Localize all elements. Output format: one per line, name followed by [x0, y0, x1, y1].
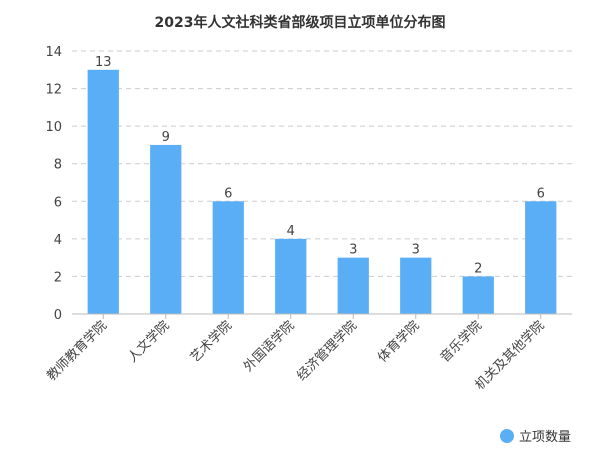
data-label: 6	[224, 186, 232, 201]
bar	[150, 144, 182, 314]
y-tick-label: 2	[54, 270, 62, 285]
data-label: 4	[287, 224, 295, 239]
y-tick-label: 6	[54, 195, 62, 210]
data-label: 13	[95, 55, 112, 70]
bar	[275, 238, 307, 314]
y-tick-label: 8	[54, 158, 62, 173]
data-label: 6	[537, 186, 545, 201]
x-tick-label: 经济管理学院	[294, 318, 360, 384]
data-label: 3	[412, 243, 420, 258]
x-tick-label: 艺术学院	[187, 318, 235, 366]
bars: 13 9 6 4 3 3 2 6	[87, 55, 557, 315]
x-tick-label: 教师教育学院	[44, 318, 110, 384]
x-tick-label: 体育学院	[374, 318, 422, 366]
data-label: 9	[162, 130, 170, 145]
y-tick-label: 0	[54, 308, 62, 323]
chart-title: 2023年人文社科类省部级项目立项单位分布图	[155, 14, 446, 31]
x-tick-label: 音乐学院	[437, 318, 485, 366]
legend-marker	[500, 429, 514, 443]
bar	[337, 257, 369, 314]
y-axis: 0 2 4 6 8 10 12 14	[45, 45, 62, 323]
y-tick-label: 10	[45, 120, 62, 135]
bar	[212, 201, 244, 314]
bar	[525, 201, 557, 314]
data-label: 2	[474, 261, 482, 276]
data-label: 3	[349, 243, 357, 258]
bar	[462, 276, 494, 314]
y-tick-label: 14	[45, 45, 62, 60]
bar	[400, 257, 432, 314]
legend-label: 立项数量	[519, 430, 571, 445]
y-tick-label: 12	[45, 83, 62, 98]
x-tick-label: 外国语学院	[240, 318, 297, 375]
bar	[87, 69, 119, 315]
y-tick-label: 4	[54, 233, 62, 248]
grid-lines	[72, 50, 572, 277]
x-tick-label: 人文学院	[124, 318, 172, 366]
legend[interactable]: 立项数量	[500, 429, 571, 445]
